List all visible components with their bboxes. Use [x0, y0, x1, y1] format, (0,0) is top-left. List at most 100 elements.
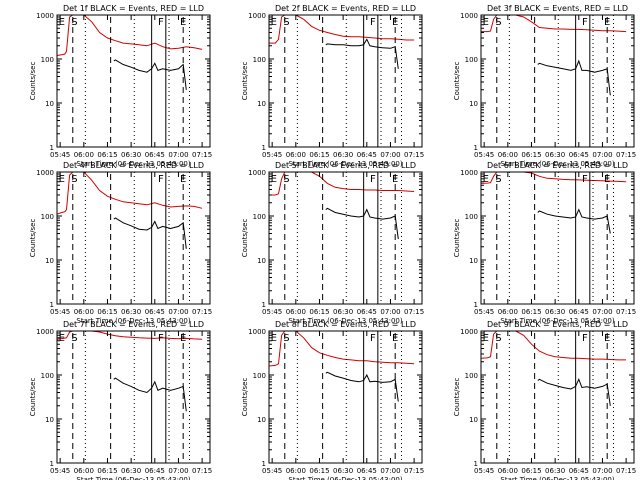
x-tick-label: 05:45	[474, 151, 494, 159]
y-tick-label: 1	[474, 460, 478, 468]
y-tick-label: 10	[45, 100, 54, 108]
x-tick-label: 06:30	[545, 151, 565, 159]
chart-panel-2: Det 2f BLACK = Events, RED = LLD Counts/s…	[241, 4, 424, 168]
x-tick-label: 06:15	[97, 151, 117, 159]
marker-letter: F	[582, 333, 588, 344]
x-tick-label: 07:15	[192, 151, 212, 159]
x-tick-label: 06:45	[357, 467, 377, 475]
marker-letter: E	[392, 17, 398, 28]
series-line-lld	[480, 171, 627, 184]
x-tick-label: 06:15	[521, 308, 541, 316]
y-tick-label: 100	[253, 372, 266, 380]
x-tick-label: 06:15	[521, 151, 541, 159]
x-tick-label: 06:45	[145, 308, 165, 316]
marker-letter: E	[392, 174, 398, 185]
marker-letter: S	[495, 333, 501, 344]
marker-letter: E	[180, 17, 186, 28]
y-axis-label: Counts/sec	[241, 378, 249, 417]
x-axis-label: Start Time (06-Dec-13 05:43:00)	[288, 476, 402, 480]
x-tick-label: 07:00	[592, 467, 612, 475]
y-tick-label: 10	[45, 416, 54, 424]
x-tick-label: 06:30	[121, 467, 141, 475]
chart-title: Det 6f BLACK = Events, RED = LLD	[487, 161, 628, 170]
x-axis-label: Start Time (06-Dec-13 05:43:00)	[76, 317, 190, 325]
marker-letter: E	[59, 174, 65, 185]
y-tick-label: 1	[474, 144, 478, 152]
y-tick-label: 100	[465, 56, 478, 64]
y-tick-label: 1	[262, 301, 266, 309]
series-line-events	[113, 377, 187, 412]
x-tick-label: 06:30	[121, 151, 141, 159]
plot-frame	[56, 171, 211, 305]
marker-letter: E	[392, 333, 398, 344]
marker-letter: F	[370, 17, 376, 28]
chart-title: Det 1f BLACK = Events, RED = LLD	[63, 4, 204, 13]
x-tick-label: 06:15	[309, 151, 329, 159]
x-tick-label: 06:45	[357, 308, 377, 316]
marker-letter: F	[158, 333, 164, 344]
marker-letter: E	[271, 17, 277, 28]
plot-frame	[56, 330, 211, 464]
series-line-lld	[480, 330, 627, 361]
series-line-lld	[481, 14, 627, 33]
marker-letter: S	[495, 17, 501, 28]
x-tick-label: 06:00	[74, 151, 94, 159]
series-line-events	[325, 207, 399, 240]
x-tick-label: 06:00	[74, 308, 94, 316]
y-tick-label: 10	[257, 100, 266, 108]
plot-frame	[480, 14, 635, 148]
y-axis-label: Counts/sec	[241, 62, 249, 101]
chart-title: Det 7f BLACK = Events, RED = LLD	[63, 320, 204, 329]
chart-panel-3: Det 3f BLACK = Events, RED = LLD Counts/s…	[453, 4, 636, 168]
marker-letter: E	[180, 174, 186, 185]
y-tick-label: 1	[50, 301, 54, 309]
y-tick-label: 1000	[248, 12, 266, 20]
chart-panel-4: Det 4f BLACK = Events, RED = LLD Counts/s…	[29, 161, 212, 325]
x-tick-label: 05:45	[50, 151, 70, 159]
x-tick-label: 06:00	[286, 151, 306, 159]
x-tick-label: 06:00	[286, 308, 306, 316]
x-tick-label: 06:45	[569, 467, 589, 475]
x-axis-label: Start Time (06-Dec-13 05:43:00)	[76, 476, 190, 480]
x-tick-label: 06:45	[145, 467, 165, 475]
x-tick-label: 05:45	[474, 467, 494, 475]
y-tick-label: 10	[45, 257, 54, 265]
marker-letter: E	[604, 333, 610, 344]
plot-frame	[480, 171, 635, 305]
x-tick-label: 07:15	[192, 308, 212, 316]
plot-frame	[268, 330, 423, 464]
x-tick-label: 06:00	[286, 467, 306, 475]
x-tick-label: 06:30	[333, 467, 353, 475]
x-tick-label: 06:15	[97, 308, 117, 316]
x-tick-label: 05:45	[474, 308, 494, 316]
y-tick-label: 1	[474, 301, 478, 309]
y-axis-label: Counts/sec	[453, 378, 461, 417]
marker-letter: S	[283, 17, 289, 28]
plot-frame	[268, 171, 423, 305]
x-tick-label: 06:00	[498, 151, 518, 159]
x-tick-label: 06:15	[521, 467, 541, 475]
plot-frame	[480, 330, 635, 464]
marker-letter: S	[71, 17, 77, 28]
series-line-events	[537, 377, 611, 406]
marker-letter: S	[495, 174, 501, 185]
x-tick-label: 06:15	[309, 467, 329, 475]
marker-letter: E	[59, 333, 65, 344]
x-tick-label: 06:30	[545, 308, 565, 316]
series-line-events	[113, 217, 187, 249]
marker-letter: E	[483, 17, 489, 28]
marker-letter: E	[483, 333, 489, 344]
y-axis-label: Counts/sec	[29, 378, 37, 417]
x-tick-label: 07:00	[592, 308, 612, 316]
x-tick-label: 07:00	[168, 151, 188, 159]
y-tick-label: 100	[41, 56, 54, 64]
marker-letter: F	[158, 174, 164, 185]
x-tick-label: 06:00	[74, 467, 94, 475]
chart-title: Det 2f BLACK = Events, RED = LLD	[275, 4, 416, 13]
x-tick-label: 07:15	[616, 467, 636, 475]
x-tick-label: 06:30	[545, 467, 565, 475]
x-tick-label: 06:30	[333, 308, 353, 316]
y-tick-label: 10	[469, 416, 478, 424]
x-tick-label: 06:45	[145, 151, 165, 159]
x-axis-label: Start Time (06-Dec-13 05:43:00)	[500, 476, 614, 480]
